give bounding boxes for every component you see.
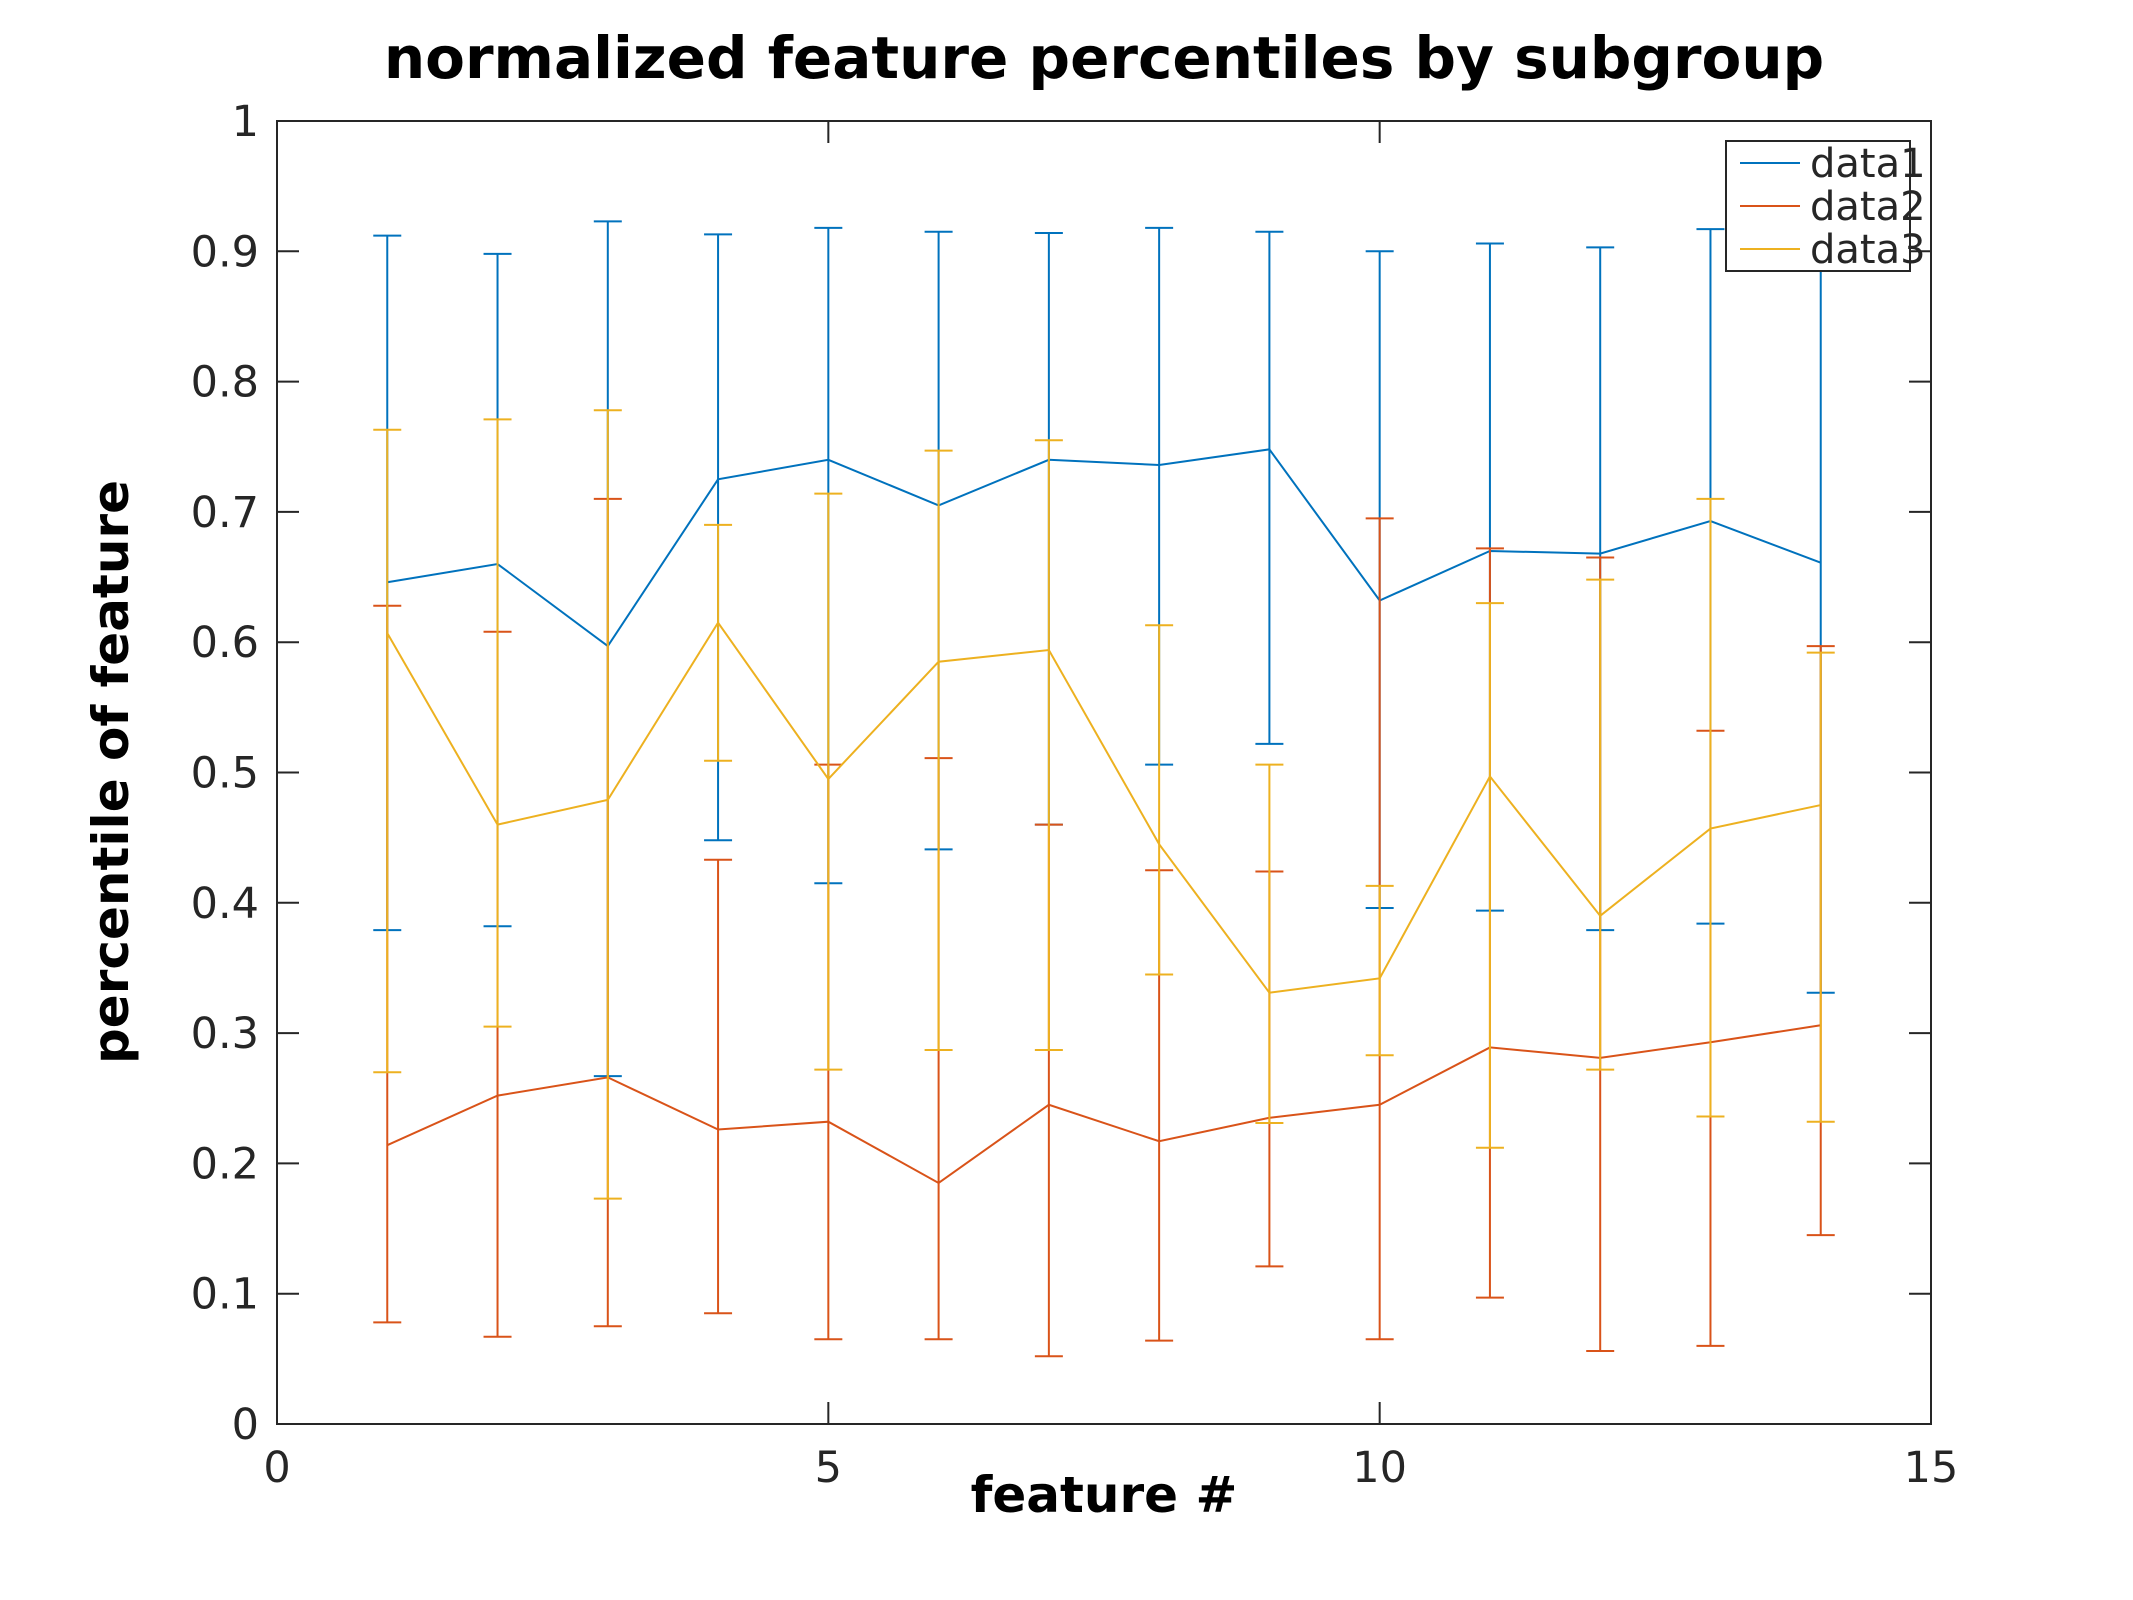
- line-data2: [386, 1024, 1821, 1185]
- series-data3: [373, 409, 1835, 1200]
- y-tick-label: 0.4: [191, 879, 259, 929]
- legend-label-data1: data1: [1810, 141, 1926, 187]
- errorbars-data3: [373, 409, 1835, 1200]
- x-axis-label: feature #: [971, 1466, 1238, 1524]
- x-tick-label: 0: [263, 1443, 290, 1493]
- plot-area: [277, 121, 1931, 1424]
- x-tick-label: 10: [1352, 1443, 1407, 1493]
- series-root: [373, 220, 1835, 1358]
- y-axis-label: percentile of feature: [82, 480, 140, 1064]
- y-tick-label: 0.1: [191, 1270, 259, 1320]
- y-tick-label: 0: [232, 1400, 259, 1450]
- line-data1: [387, 448, 1822, 648]
- x-tick-label: 5: [815, 1443, 842, 1493]
- y-tick-label: 0.5: [191, 749, 259, 799]
- y-tick-label: 1: [232, 97, 259, 147]
- axes-box: [276, 120, 1932, 1425]
- y-tick-label: 0.3: [191, 1009, 259, 1059]
- y-tick-label: 0.2: [191, 1139, 259, 1189]
- x-tick-label: 15: [1904, 1443, 1959, 1493]
- legend-label-data3: data3: [1810, 227, 1926, 273]
- chart-title: normalized feature percentiles by subgro…: [384, 24, 1824, 92]
- y-tick-label: 0.9: [191, 227, 259, 277]
- line-data3: [386, 620, 1821, 994]
- y-tick-labels: 0 0.1 0.2 0.3 0.4 0.5 0.6 0.7 0.8 0.9 1: [191, 97, 259, 1450]
- y-tick-label: 0.6: [191, 618, 259, 668]
- legend-label-data2: data2: [1810, 184, 1926, 230]
- x-tick-labels: 0 5 10 15: [263, 1443, 1958, 1493]
- y-tick-label: 0.8: [191, 358, 259, 408]
- y-tick-label: 0.7: [191, 488, 259, 538]
- legend: data1 data2 data3: [1725, 140, 1926, 273]
